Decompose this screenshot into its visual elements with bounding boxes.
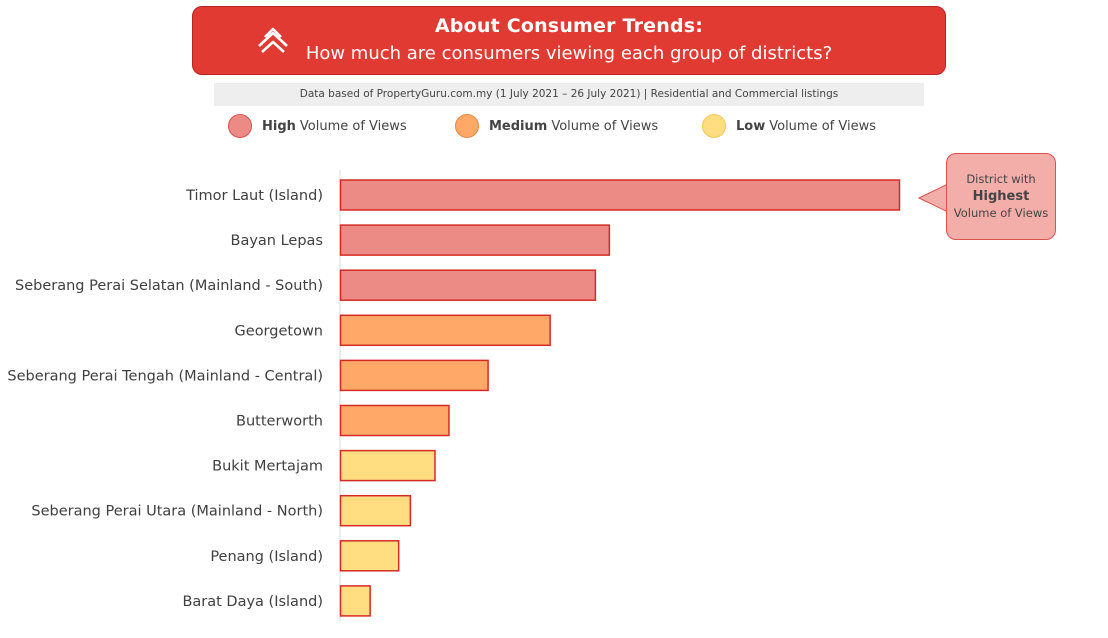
category-label: Bayan Lepas <box>231 233 324 249</box>
callout-line-1: District with <box>966 172 1036 186</box>
category-label: Butterworth <box>236 414 323 430</box>
legend-emphasis-high: High <box>262 118 296 134</box>
highest-views-callout: District with Highest Volume of Views <box>946 153 1056 240</box>
category-label: Seberang Perai Selatan (Mainland - South… <box>15 278 323 294</box>
legend-item-low: Low Volume of Views <box>702 112 876 140</box>
page-subtitle: How much are consumers viewing each grou… <box>305 43 833 64</box>
legend-swatch-low <box>702 114 726 138</box>
legend-label-high: Volume of Views <box>299 118 407 134</box>
bar-seberang-perai-tengah-mainland-central <box>339 359 489 392</box>
title-banner: About Consumer Trends: How much are cons… <box>192 6 946 75</box>
legend-emphasis-medium: Medium <box>489 118 548 134</box>
category-label: Seberang Perai Tengah (Mainland - Centra… <box>7 368 323 384</box>
callout-line-3: Volume of Views <box>953 206 1049 220</box>
propertyguru-logo-icon <box>258 27 288 53</box>
bar-timor-laut-island <box>339 179 901 211</box>
callout-line-2: Highest <box>972 189 1030 204</box>
category-label: Georgetown <box>235 323 323 339</box>
bar-georgetown <box>339 314 551 347</box>
source-note: Data based of PropertyGuru.com.my (1 Jul… <box>214 83 924 106</box>
category-label: Bukit Mertajam <box>212 459 323 475</box>
legend-label-medium: Volume of Views <box>551 118 659 134</box>
page-title: About Consumer Trends: <box>434 15 704 37</box>
legend-item-high: High Volume of Views <box>228 112 407 140</box>
legend-swatch-high <box>228 114 252 138</box>
category-label: Timor Laut (Island) <box>185 188 323 204</box>
bar-seberang-perai-utara-mainland-north <box>339 494 412 527</box>
category-label: Seberang Perai Utara (Mainland - North) <box>31 504 323 520</box>
bar-bayan-lepas <box>339 224 611 256</box>
legend-swatch-medium <box>455 114 479 138</box>
bar-barat-daya-island <box>339 585 371 617</box>
bar-butterworth <box>339 404 450 437</box>
category-label: Penang (Island) <box>210 549 323 565</box>
bar-bukit-mertajam <box>339 449 436 482</box>
category-label: Barat Daya (Island) <box>182 594 323 610</box>
legend-emphasis-low: Low <box>736 118 766 134</box>
legend-item-medium: Medium Volume of Views <box>455 112 658 140</box>
bar-seberang-perai-selatan-mainland-south <box>339 269 597 301</box>
bar-penang-island <box>339 540 400 572</box>
legend-label-low: Volume of Views <box>769 118 877 134</box>
